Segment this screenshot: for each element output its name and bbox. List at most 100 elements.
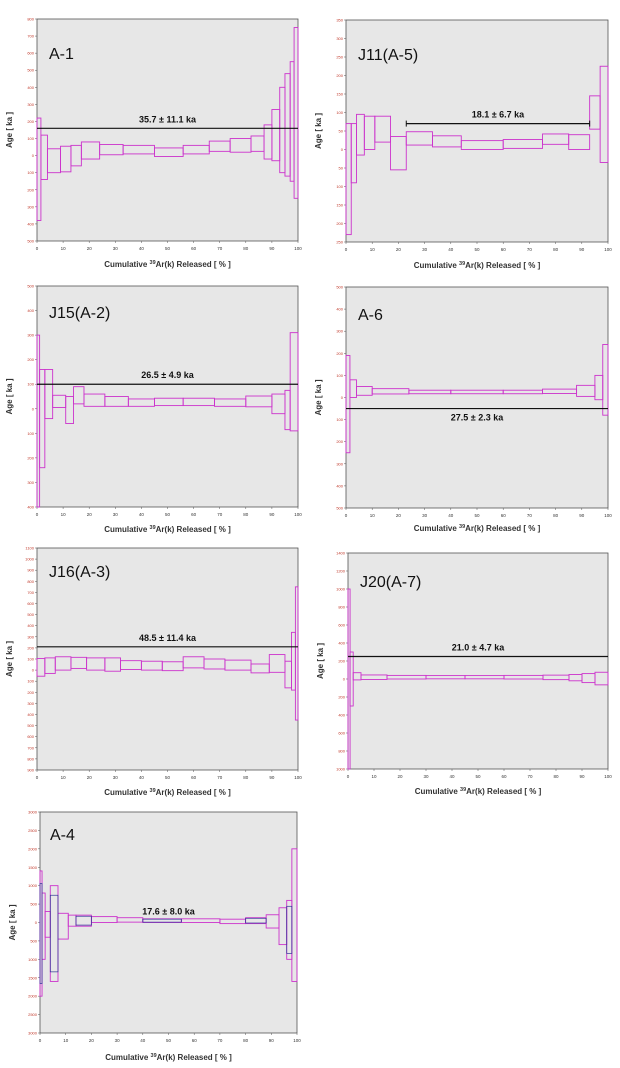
y-tick-label: 150 [336, 92, 343, 97]
x-tick-label: 70 [527, 513, 533, 518]
y-tick-label: 0 [341, 395, 344, 400]
y-tick-label: 1500 [28, 865, 38, 870]
x-tick-label: 20 [87, 512, 93, 517]
y-tick-label: 1000 [336, 587, 346, 592]
y-tick-label: 1500 [28, 975, 38, 980]
x-tick-label: 80 [553, 513, 559, 518]
x-tick-label: 10 [61, 246, 67, 251]
y-tick-label: 400 [27, 221, 34, 226]
y-tick-label: 300 [336, 461, 343, 466]
x-tick-label: 0 [36, 512, 39, 517]
chart-panel-j20: 1000 800 600 400 200 0 200 400 600 800 1000 1200 140… [310, 540, 620, 805]
x-tick-label: 0 [36, 775, 39, 780]
step-box-alt [142, 918, 182, 923]
x-tick-label: 90 [269, 246, 275, 251]
x-tick-label: 100 [604, 774, 612, 779]
y-tick-label: 600 [27, 601, 34, 606]
x-tick-label: 80 [243, 775, 249, 780]
step-boxes [36, 27, 299, 221]
y-tick-label: 500 [27, 239, 34, 244]
step-box [568, 134, 591, 150]
y-tick-label: 0 [32, 406, 35, 411]
x-tick-label: 60 [501, 774, 507, 779]
step-box [294, 586, 299, 721]
plateau-label: 35.7 ± 11.1 ka [139, 114, 197, 124]
x-tick-label: 10 [370, 513, 376, 518]
step-box [599, 65, 609, 163]
x-axis-label: Cumulative 39Ar(k) Released [ % ] [415, 787, 542, 796]
y-tick-label: 1000 [28, 883, 38, 888]
y-tick-label: 800 [338, 749, 345, 754]
y-tick-label: 1100 [25, 546, 34, 551]
x-tick-label: 30 [422, 247, 428, 252]
x-tick-label: 60 [191, 512, 197, 517]
sample-title: A-1 [49, 46, 74, 63]
step-boxes-alt [39, 883, 293, 984]
x-tick-label: 30 [422, 513, 428, 518]
y-tick-label: 1000 [336, 767, 346, 772]
y-tick-label: 400 [27, 85, 34, 90]
y-tick-label: 200 [336, 221, 343, 226]
y-tick-label: 200 [338, 695, 345, 700]
x-tick-label: 70 [217, 246, 223, 251]
y-tick-label: 100 [27, 679, 34, 684]
x-tick-label: 60 [191, 775, 197, 780]
chart-panel-j15: 400 300 200 100 0 100 200 300 400 500 0 10 20 30 40 50 6… [0, 275, 310, 540]
y-tick-label: 0 [35, 920, 38, 925]
x-tick-label: 40 [140, 1038, 146, 1043]
x-tick-label: 50 [474, 513, 480, 518]
plateau-label: 18.1 ± 6.7 ka [472, 110, 525, 120]
x-tick-label: 100 [604, 513, 612, 518]
y-tick-label: 500 [336, 285, 343, 290]
chart-svg-j16: 9008007006005004003002001000100200300400… [5, 546, 302, 798]
chart-svg-a4: 3000250020001500100050005001000150020002… [8, 810, 301, 1063]
x-tick-label: 80 [553, 774, 559, 779]
x-tick-label: 50 [165, 775, 171, 780]
sample-title: J16(A-3) [49, 564, 110, 581]
y-tick-label: 400 [336, 307, 343, 312]
x-axis-label: Cumulative 39Ar(k) Released [ % ] [104, 260, 231, 269]
step-box [289, 332, 299, 432]
x-tick-label: 40 [139, 512, 145, 517]
chart-svg-j15: 400 300 200 100 0 100 200 300 400 500 0 10 20 30 40 50 6… [5, 284, 302, 535]
chart-svg-a1: 5004003002001000100200300400500600700800… [5, 17, 302, 270]
y-tick-label: 800 [338, 605, 345, 610]
chart-svg-j11: 250 200 150 100 50 0 50 100 150 200 250 300 350 0 10 20… [314, 18, 612, 271]
step-boxes [347, 588, 609, 770]
y-tick-label: 1200 [336, 569, 346, 574]
x-axis-label: Cumulative 39Ar(k) Released [ % ] [104, 788, 231, 797]
x-tick-label: 30 [113, 512, 119, 517]
y-axis-label: Age [ ka ] [5, 112, 14, 148]
chart-panel-a4: 3000 2500 2000 1500 1000 500 0 500 1000 1500 2000 2… [0, 805, 310, 1068]
y-tick-label: 100 [27, 382, 34, 387]
y-tick-label: 0 [341, 147, 344, 152]
y-tick-label: 600 [338, 731, 345, 736]
step-box [44, 369, 54, 420]
y-tick-label: 0 [32, 153, 35, 158]
y-tick-label: 300 [336, 36, 343, 41]
y-tick-label: 500 [27, 284, 34, 289]
y-tick-label: 200 [27, 187, 34, 192]
y-tick-label: 200 [336, 439, 343, 444]
y-tick-label: 200 [27, 645, 34, 650]
y-tick-label: 700 [27, 34, 34, 39]
y-tick-label: 200 [336, 73, 343, 78]
y-tick-label: 350 [336, 18, 343, 23]
step-box-alt [49, 894, 59, 973]
y-tick-label: 800 [27, 756, 34, 761]
y-tick-label: 200 [336, 351, 343, 356]
y-axis-label: Age [ ka ] [5, 641, 14, 677]
x-tick-label: 90 [579, 513, 585, 518]
y-tick-label: 2500 [28, 1012, 38, 1017]
plateau-label: 26.5 ± 4.9 ka [141, 370, 194, 380]
step-box-alt [286, 905, 293, 954]
y-tick-label: 200 [27, 357, 34, 362]
y-tick-label: 100 [27, 657, 34, 662]
step-box [293, 27, 299, 199]
x-tick-label: 70 [527, 247, 533, 252]
plateau-label: 17.6 ± 8.0 ka [142, 907, 195, 917]
y-tick-label: 500 [30, 902, 37, 907]
y-tick-label: 300 [336, 329, 343, 334]
x-tick-label: 50 [165, 512, 171, 517]
y-tick-label: 3000 [28, 810, 38, 815]
